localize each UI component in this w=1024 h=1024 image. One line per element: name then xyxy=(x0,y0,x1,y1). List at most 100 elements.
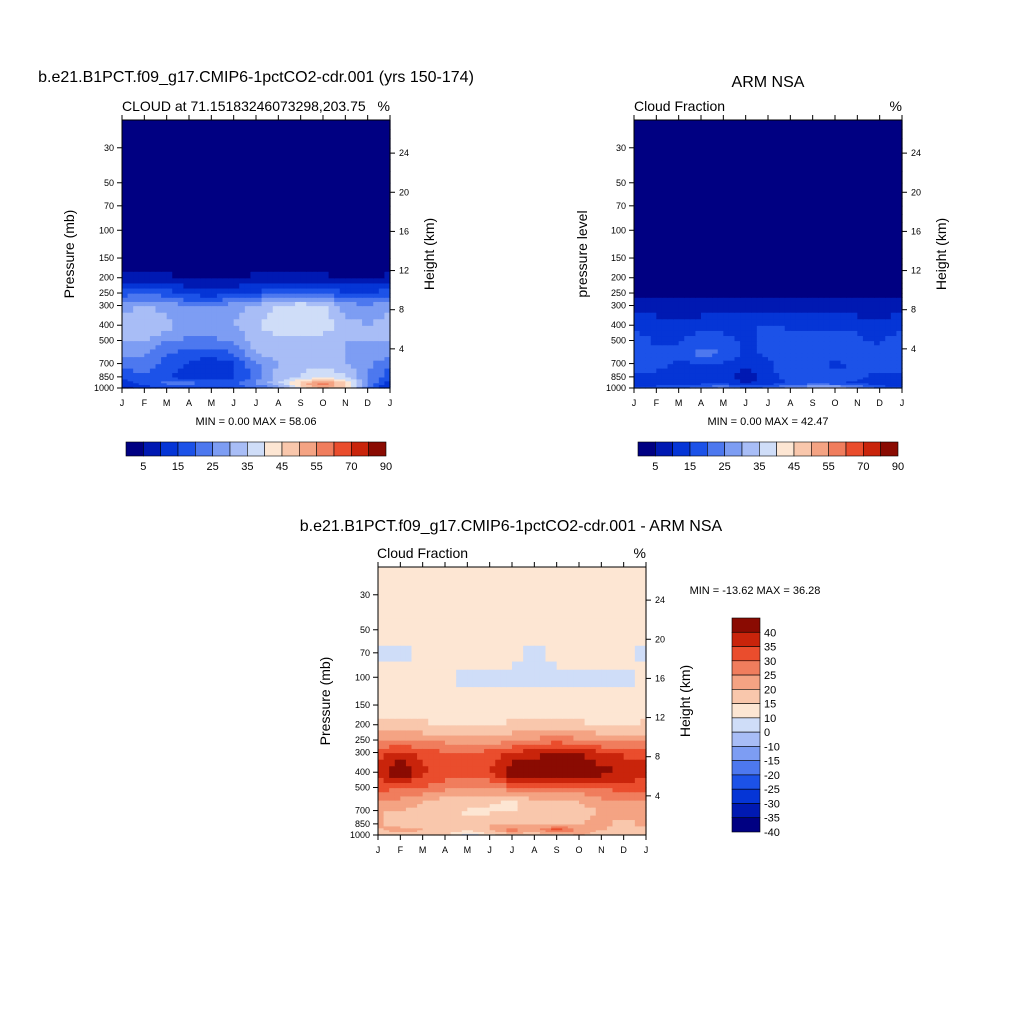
field-cell xyxy=(445,827,452,831)
field-cell xyxy=(239,330,246,337)
field-cell xyxy=(283,363,291,369)
field-cell xyxy=(339,205,346,215)
field-cell xyxy=(656,129,663,140)
field-cell xyxy=(233,348,240,354)
field-cell xyxy=(345,205,352,215)
field-cell xyxy=(122,318,129,326)
field-cell xyxy=(244,277,252,284)
field-cell xyxy=(356,182,363,192)
field-cell xyxy=(122,293,129,298)
field-cell xyxy=(684,344,691,350)
panel-model-colorbar: 5 15 25 35 45 55 70 90 xyxy=(125,441,392,473)
field-cell xyxy=(228,129,235,140)
field-cell xyxy=(339,305,346,313)
field-cell xyxy=(879,360,886,365)
field-cell xyxy=(812,287,819,294)
colorbar-label: 70 xyxy=(345,461,357,473)
field-cell xyxy=(601,810,608,816)
field-cell xyxy=(734,353,741,358)
field-cell xyxy=(149,318,157,326)
field-cell xyxy=(807,222,814,231)
field-cell xyxy=(367,376,374,380)
field-cell xyxy=(205,330,212,337)
field-cell xyxy=(261,376,268,380)
field-cell xyxy=(300,380,307,384)
field-cell xyxy=(267,378,274,382)
field-cell xyxy=(194,120,201,130)
field-cell xyxy=(661,293,669,298)
field-cell xyxy=(695,312,702,320)
field-cell xyxy=(689,297,697,302)
field-cell xyxy=(362,360,369,365)
field-cell xyxy=(133,277,140,284)
field-cell xyxy=(200,120,207,130)
field-cell xyxy=(745,147,752,161)
field-cell xyxy=(183,182,190,192)
field-cell xyxy=(133,171,140,184)
field-cell xyxy=(579,825,586,829)
field-cell xyxy=(562,829,569,833)
field-cell xyxy=(812,335,819,342)
field-cell xyxy=(650,372,657,378)
field-cell xyxy=(256,305,263,313)
field-cell xyxy=(885,353,892,358)
field-cell xyxy=(779,344,786,350)
field-cell xyxy=(323,190,330,199)
field-cell xyxy=(773,222,780,231)
field-cell xyxy=(868,363,875,369)
field-cell xyxy=(295,305,302,313)
field-cell xyxy=(645,360,652,365)
field-cell xyxy=(250,213,257,223)
x-tick-label: A xyxy=(186,398,192,408)
field-cell xyxy=(205,348,212,354)
field-cell xyxy=(567,819,575,825)
field-cell xyxy=(228,312,235,320)
field-cell xyxy=(829,147,836,161)
field-cell xyxy=(773,297,780,302)
field-cell xyxy=(328,372,335,378)
field-cell xyxy=(323,205,330,215)
field-cell xyxy=(801,301,808,307)
field-cell xyxy=(784,282,791,289)
field-cell xyxy=(189,344,196,350)
field-cell xyxy=(172,376,179,380)
field-cell xyxy=(334,382,341,386)
field-cell xyxy=(545,819,552,825)
field-cell xyxy=(695,287,702,294)
field-cell xyxy=(768,129,775,140)
field-cell xyxy=(283,318,291,326)
field-cell xyxy=(634,198,641,207)
field-cell xyxy=(306,222,313,231)
field-cell xyxy=(222,264,229,272)
field-cell xyxy=(779,297,786,302)
field-cell xyxy=(790,356,797,361)
field-cell xyxy=(851,325,858,331)
field-cell xyxy=(673,264,680,272)
field-cell xyxy=(784,230,791,241)
field-cell xyxy=(389,803,396,808)
field-cell xyxy=(283,248,291,259)
field-cell xyxy=(661,205,669,215)
colorbar-label: 55 xyxy=(823,461,835,473)
field-cell xyxy=(818,159,825,172)
field-cell xyxy=(667,382,674,386)
field-cell xyxy=(656,301,663,307)
field-cell xyxy=(373,205,380,215)
field-cell xyxy=(289,325,296,331)
field-cell xyxy=(678,129,685,140)
field-cell xyxy=(667,190,674,199)
field-cell xyxy=(835,376,842,380)
field-cell xyxy=(567,827,575,831)
field-cell xyxy=(384,287,391,294)
field-cell xyxy=(706,264,713,272)
field-cell xyxy=(278,318,285,326)
field-cell xyxy=(667,363,674,369)
field-cell xyxy=(389,827,396,831)
field-cell xyxy=(323,213,330,223)
field-cell xyxy=(857,120,864,130)
field-cell xyxy=(144,318,151,326)
field-cell xyxy=(334,348,341,354)
field-cell xyxy=(551,819,558,825)
field-cell xyxy=(233,376,240,380)
field-cell xyxy=(317,376,324,380)
